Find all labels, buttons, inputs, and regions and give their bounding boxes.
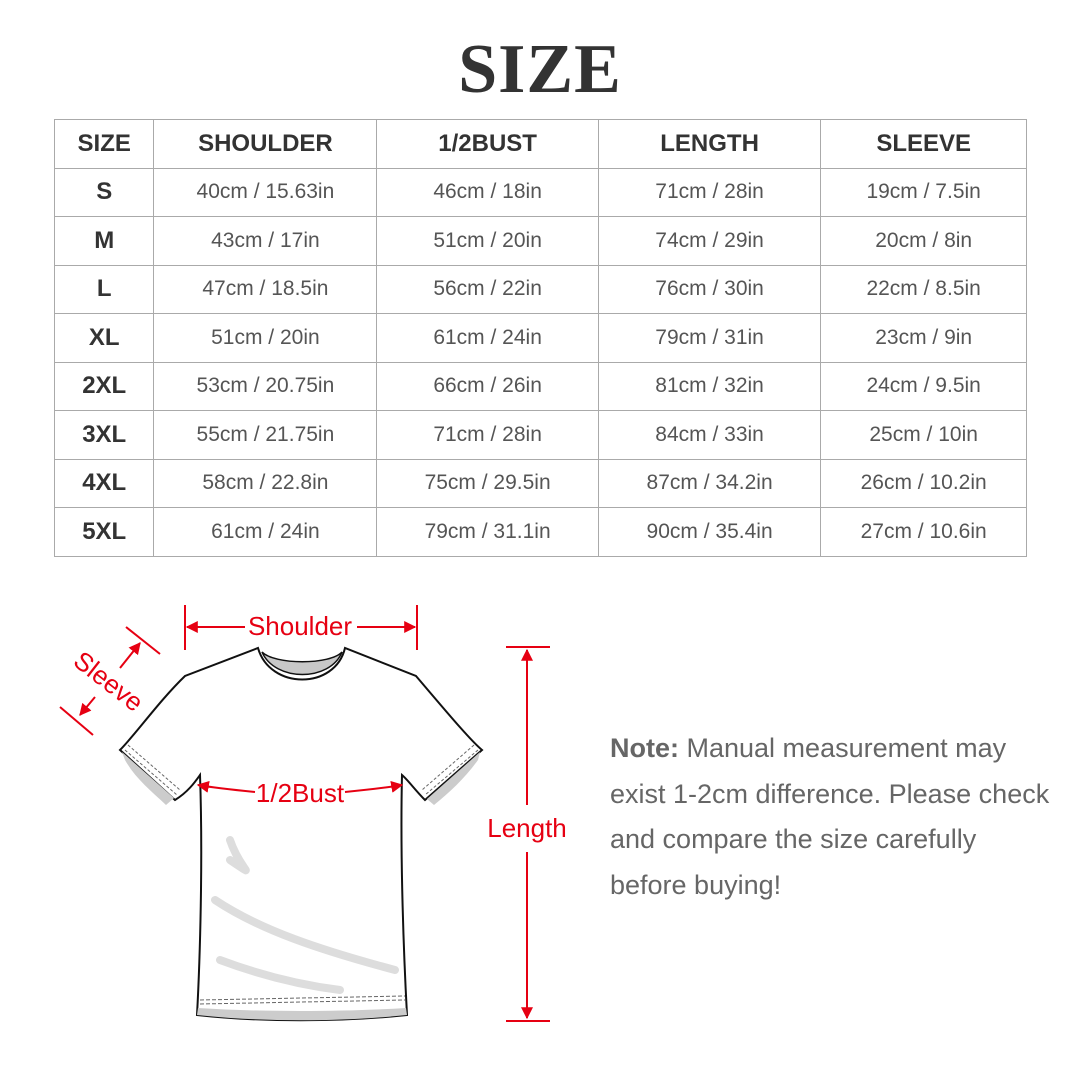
measurement-cell: 61cm / 24in (153, 507, 378, 557)
column-header: SIZE (53, 119, 155, 169)
table-row: S 40cm / 15.63in 46cm / 18in 71cm / 28in 19c… (53, 167, 1027, 217)
measurement-cell: 25cm / 10in (820, 410, 1027, 460)
size-cell: 3XL (53, 410, 155, 460)
note-text: Manual measurement may exist 1-2cm diffe… (610, 733, 1050, 900)
length-label: Length (487, 813, 567, 843)
measurement-cell: 23cm / 9in (820, 313, 1027, 363)
measurement-cell: 66cm / 26in (376, 361, 599, 411)
tshirt-illustration (118, 646, 484, 1022)
measurement-cell: 79cm / 31.1in (376, 507, 599, 557)
size-cell: XL (53, 313, 155, 363)
measurement-cell: 90cm / 35.4in (597, 507, 822, 557)
measurement-cell: 74cm / 29in (597, 216, 822, 266)
measurement-cell: 20cm / 8in (820, 216, 1027, 266)
size-cell: M (53, 216, 155, 266)
measurement-cell: 71cm / 28in (597, 167, 822, 217)
measurement-cell: 58cm / 22.8in (153, 458, 378, 508)
table-row: 2XL 53cm / 20.75in 66cm / 26in 81cm / 32in 2… (53, 361, 1027, 411)
measurement-cell: 76cm / 30in (597, 264, 822, 314)
table-row: 4XL 58cm / 22.8in 75cm / 29.5in 87cm / 34.2… (53, 458, 1027, 508)
shoulder-label: Shoulder (248, 611, 352, 641)
bust-label: 1/2Bust (256, 778, 345, 808)
measurement-lines (59, 605, 550, 1022)
measurement-cell: 46cm / 18in (376, 167, 599, 217)
measurement-cell: 84cm / 33in (597, 410, 822, 460)
sleeve-label: Sleeve (68, 645, 149, 718)
table-row: 5XL 61cm / 24in 79cm / 31.1in 90cm / 35.4in… (53, 507, 1027, 557)
column-header: LENGTH (597, 119, 822, 169)
measurement-cell: 19cm / 7.5in (820, 167, 1027, 217)
table-row: M 43cm / 17in 51cm / 20in 74cm / 29in 20cm /… (53, 216, 1027, 266)
measurement-cell: 61cm / 24in (376, 313, 599, 363)
measurement-cell: 47cm / 18.5in (153, 264, 378, 314)
page-title: SIZE (458, 31, 622, 108)
measurement-cell: 87cm / 34.2in (597, 458, 822, 508)
column-header: SLEEVE (820, 119, 1027, 169)
measurement-cell: 27cm / 10.6in (820, 507, 1027, 557)
note-label: Note: (610, 733, 679, 763)
size-cell: S (53, 167, 155, 217)
measurement-cell: 40cm / 15.63in (153, 167, 378, 217)
table-row: L 47cm / 18.5in 56cm / 22in 76cm / 30in 22cm… (53, 264, 1027, 314)
size-table: SIZE SHOULDER 1/2BUST LENGTH SLEEVE S 40cm / … (53, 119, 1027, 557)
note: Note: Manual measurement may exist 1-2cm… (610, 726, 1050, 908)
measurement-cell: 55cm / 21.75in (153, 410, 378, 460)
measurement-cell: 56cm / 22in (376, 264, 599, 314)
size-cell: 5XL (53, 507, 155, 557)
measurement-cell: 22cm / 8.5in (820, 264, 1027, 314)
measurement-cell: 75cm / 29.5in (376, 458, 599, 508)
measurement-cell: 43cm / 17in (153, 216, 378, 266)
table-row: 3XL 55cm / 21.75in 71cm / 28in 84cm / 33in 2… (53, 410, 1027, 460)
table-header-row: SIZE SHOULDER 1/2BUST LENGTH SLEEVE (53, 119, 1027, 169)
measurement-cell: 81cm / 32in (597, 361, 822, 411)
measurement-cell: 71cm / 28in (376, 410, 599, 460)
measurement-cell: 24cm / 9.5in (820, 361, 1027, 411)
size-cell: 2XL (53, 361, 155, 411)
measurement-cell: 79cm / 31in (597, 313, 822, 363)
measurement-cell: 51cm / 20in (376, 216, 599, 266)
column-header: 1/2BUST (376, 119, 599, 169)
